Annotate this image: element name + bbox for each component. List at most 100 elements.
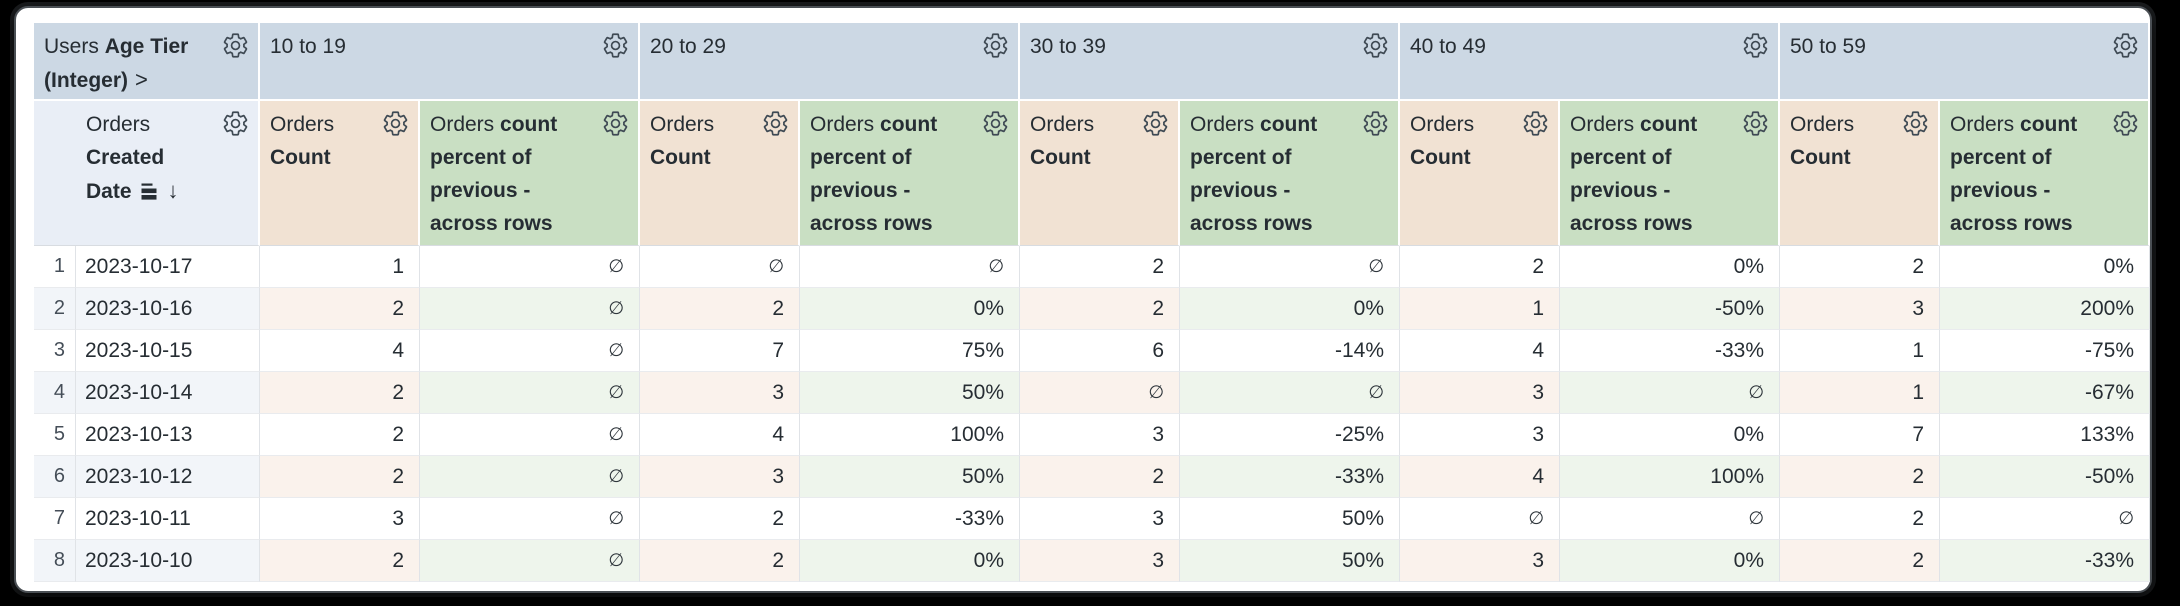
count-cell[interactable]: 3 <box>640 372 800 414</box>
date-field-header[interactable]: Orders Created Date ↓ <box>76 101 260 246</box>
percent-cell[interactable]: ∅ <box>420 372 640 414</box>
percent-cell[interactable]: ∅ <box>800 246 1020 288</box>
date-cell[interactable]: 2023-10-11 <box>76 498 260 540</box>
count-cell[interactable]: 2 <box>260 288 420 330</box>
count-cell[interactable]: 1 <box>1780 330 1940 372</box>
percent-cell[interactable]: 0% <box>1940 246 2150 288</box>
measure-header-count[interactable]: Orders Count <box>260 101 420 246</box>
measure-header-count[interactable]: Orders Count <box>1780 101 1940 246</box>
percent-cell[interactable]: ∅ <box>1180 246 1400 288</box>
gear-icon[interactable] <box>222 110 249 137</box>
percent-cell[interactable]: -67% <box>1940 372 2150 414</box>
date-cell[interactable]: 2023-10-12 <box>76 456 260 498</box>
percent-cell[interactable]: 50% <box>1180 540 1400 582</box>
gear-icon[interactable] <box>1902 110 1929 137</box>
date-cell[interactable]: 2023-10-13 <box>76 414 260 456</box>
percent-cell[interactable]: -33% <box>800 498 1020 540</box>
percent-cell[interactable]: ∅ <box>420 456 640 498</box>
count-cell[interactable]: 2 <box>260 456 420 498</box>
percent-cell[interactable]: ∅ <box>420 330 640 372</box>
count-cell[interactable]: 3 <box>1020 414 1180 456</box>
percent-cell[interactable]: 0% <box>800 288 1020 330</box>
percent-cell[interactable]: -25% <box>1180 414 1400 456</box>
percent-cell[interactable]: 200% <box>1940 288 2150 330</box>
measure-header-percent[interactable]: Orders count percent of previous - acros… <box>420 101 640 246</box>
count-cell[interactable]: 4 <box>640 414 800 456</box>
count-cell[interactable]: 7 <box>1780 414 1940 456</box>
percent-cell[interactable]: ∅ <box>420 246 640 288</box>
date-cell[interactable]: 2023-10-17 <box>76 246 260 288</box>
count-cell[interactable]: 2 <box>640 540 800 582</box>
count-cell[interactable]: 2 <box>640 288 800 330</box>
gear-icon[interactable] <box>602 110 629 137</box>
percent-cell[interactable]: -33% <box>1560 330 1780 372</box>
gear-icon[interactable] <box>2112 110 2139 137</box>
gear-icon[interactable] <box>1742 110 1769 137</box>
count-cell[interactable]: 2 <box>1780 246 1940 288</box>
measure-header-percent[interactable]: Orders count percent of previous - acros… <box>1940 101 2150 246</box>
count-cell[interactable]: 2 <box>640 498 800 540</box>
count-cell[interactable]: 4 <box>1400 456 1560 498</box>
pivot-value-header[interactable]: 40 to 49 <box>1400 23 1780 101</box>
measure-header-count[interactable]: Orders Count <box>640 101 800 246</box>
percent-cell[interactable]: 50% <box>800 456 1020 498</box>
percent-cell[interactable]: -50% <box>1560 288 1780 330</box>
percent-cell[interactable]: 133% <box>1940 414 2150 456</box>
gear-icon[interactable] <box>1362 32 1389 59</box>
percent-cell[interactable]: 75% <box>800 330 1020 372</box>
pivot-value-header[interactable]: 30 to 39 <box>1020 23 1400 101</box>
percent-cell[interactable]: 100% <box>800 414 1020 456</box>
gear-icon[interactable] <box>602 32 629 59</box>
count-cell[interactable]: 3 <box>1400 540 1560 582</box>
count-cell[interactable]: 1 <box>1400 288 1560 330</box>
gear-icon[interactable] <box>222 32 249 59</box>
count-cell[interactable]: 3 <box>640 456 800 498</box>
percent-cell[interactable]: 50% <box>1180 498 1400 540</box>
percent-cell[interactable]: 0% <box>1560 540 1780 582</box>
date-cell[interactable]: 2023-10-16 <box>76 288 260 330</box>
count-cell[interactable]: 2 <box>1400 246 1560 288</box>
count-cell[interactable]: 2 <box>1780 498 1940 540</box>
gear-icon[interactable] <box>1142 110 1169 137</box>
percent-cell[interactable]: 50% <box>800 372 1020 414</box>
percent-cell[interactable]: ∅ <box>420 414 640 456</box>
count-cell[interactable]: 2 <box>1020 456 1180 498</box>
measure-header-percent[interactable]: Orders count percent of previous - acros… <box>800 101 1020 246</box>
percent-cell[interactable]: -75% <box>1940 330 2150 372</box>
percent-cell[interactable]: ∅ <box>420 288 640 330</box>
date-cell[interactable]: 2023-10-10 <box>76 540 260 582</box>
percent-cell[interactable]: -50% <box>1940 456 2150 498</box>
percent-cell[interactable]: 0% <box>1560 246 1780 288</box>
count-cell[interactable]: 3 <box>260 498 420 540</box>
gear-icon[interactable] <box>1522 110 1549 137</box>
measure-header-percent[interactable]: Orders count percent of previous - acros… <box>1560 101 1780 246</box>
percent-cell[interactable]: 0% <box>1180 288 1400 330</box>
count-cell[interactable]: 2 <box>260 540 420 582</box>
percent-cell[interactable]: -33% <box>1180 456 1400 498</box>
percent-cell[interactable]: ∅ <box>1560 372 1780 414</box>
pivot-value-header[interactable]: 20 to 29 <box>640 23 1020 101</box>
percent-cell[interactable]: ∅ <box>1560 498 1780 540</box>
count-cell[interactable]: ∅ <box>1400 498 1560 540</box>
pivot-value-header[interactable]: 50 to 59 <box>1780 23 2150 101</box>
gear-icon[interactable] <box>1362 110 1389 137</box>
gear-icon[interactable] <box>982 110 1009 137</box>
percent-cell[interactable]: ∅ <box>1180 372 1400 414</box>
percent-cell[interactable]: -33% <box>1940 540 2150 582</box>
percent-cell[interactable]: -14% <box>1180 330 1400 372</box>
percent-cell[interactable]: 100% <box>1560 456 1780 498</box>
gear-icon[interactable] <box>762 110 789 137</box>
pivot-value-header[interactable]: 10 to 19 <box>260 23 640 101</box>
measure-header-count[interactable]: Orders Count <box>1400 101 1560 246</box>
count-cell[interactable]: ∅ <box>1020 372 1180 414</box>
percent-cell[interactable]: ∅ <box>420 498 640 540</box>
count-cell[interactable]: 3 <box>1780 288 1940 330</box>
pivot-expand-chevron-icon[interactable]: > <box>135 67 148 92</box>
count-cell[interactable]: 1 <box>1780 372 1940 414</box>
count-cell[interactable]: ∅ <box>640 246 800 288</box>
count-cell[interactable]: 2 <box>260 372 420 414</box>
gear-icon[interactable] <box>2112 32 2139 59</box>
gear-icon[interactable] <box>982 32 1009 59</box>
measure-header-percent[interactable]: Orders count percent of previous - acros… <box>1180 101 1400 246</box>
count-cell[interactable]: 2 <box>1020 288 1180 330</box>
